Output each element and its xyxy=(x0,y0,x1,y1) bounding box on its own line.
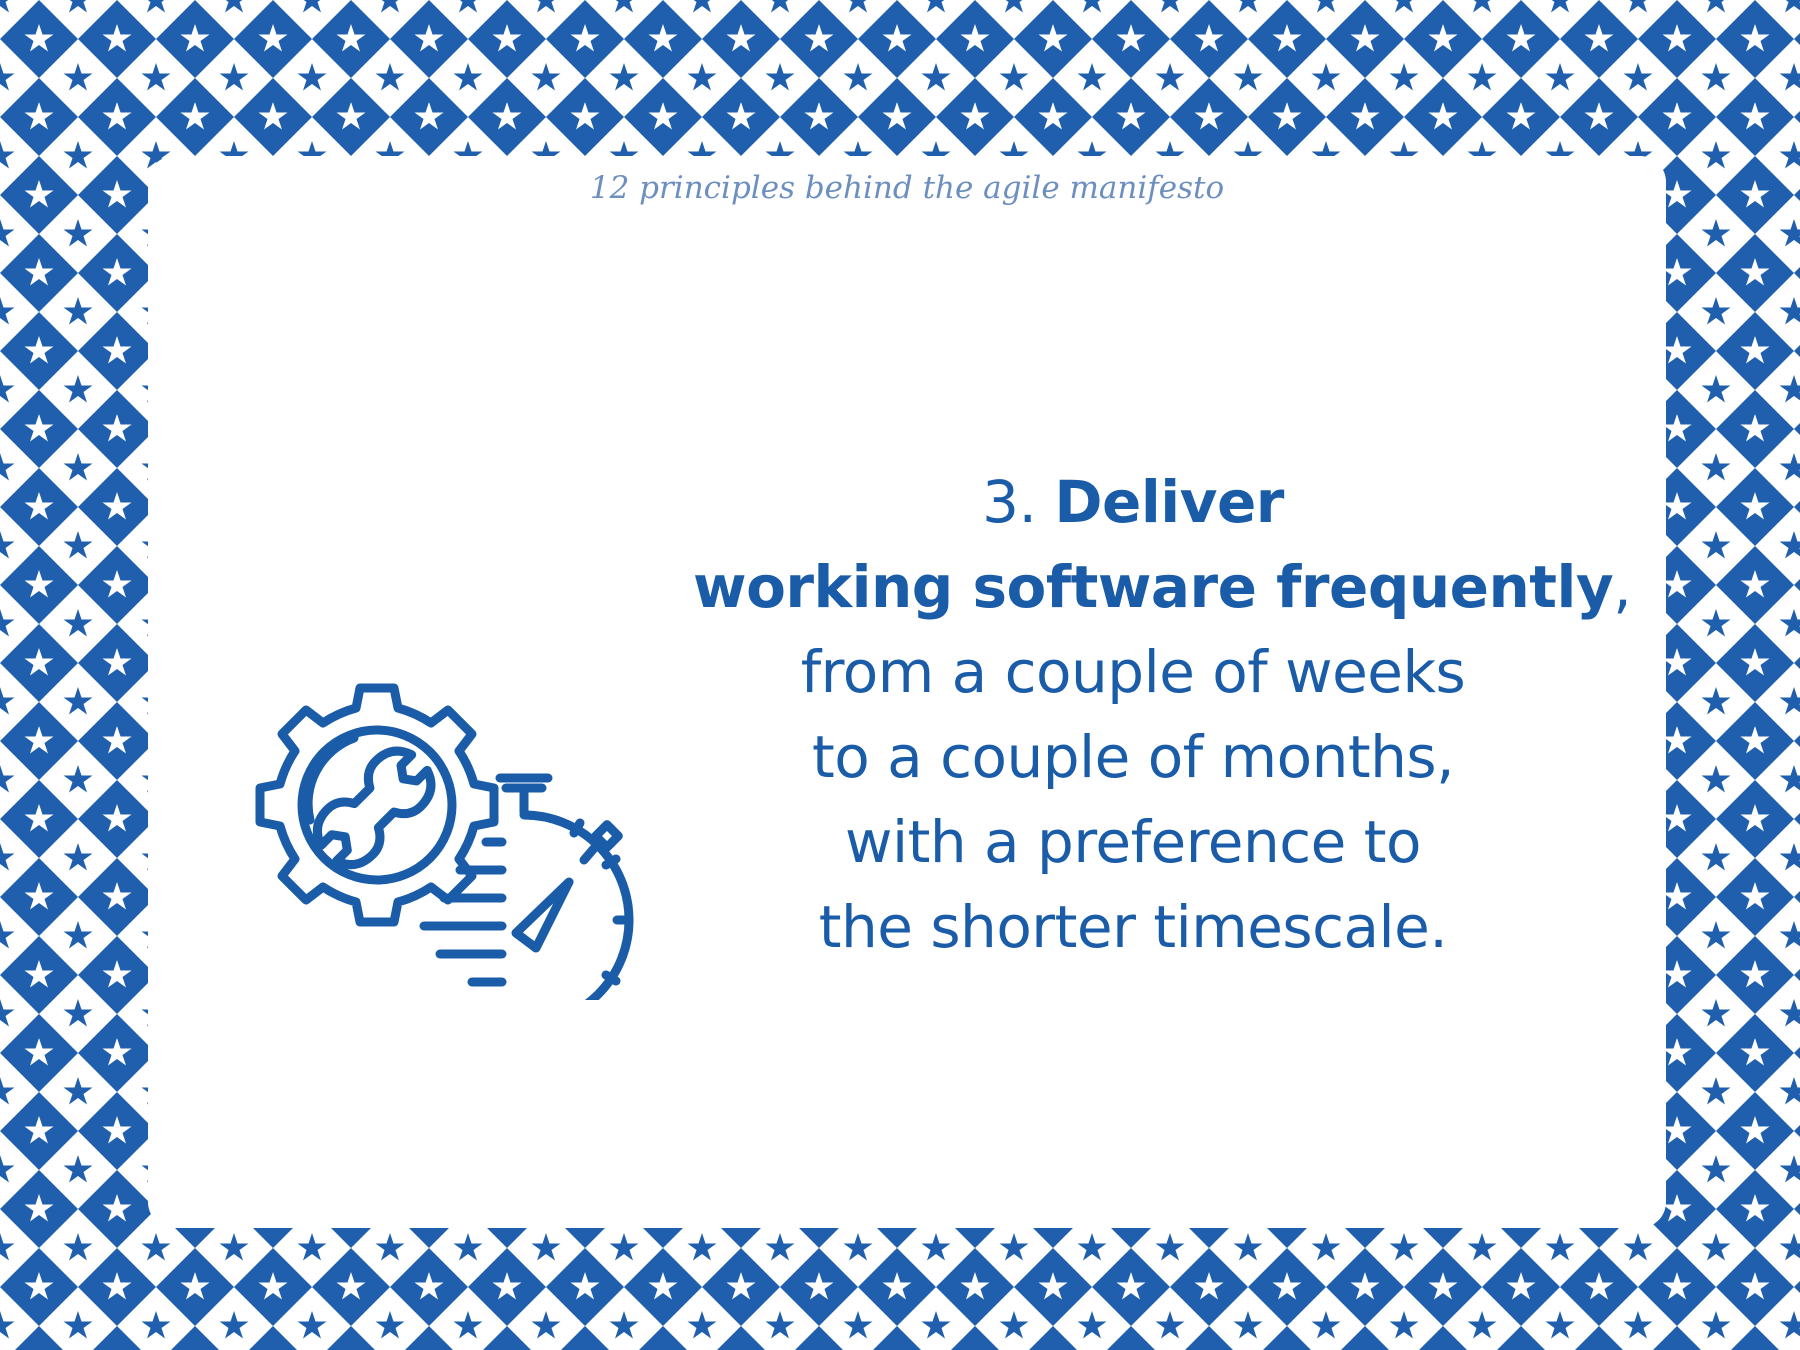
principle-line: with a preference to xyxy=(845,808,1421,876)
speed-lines-icon xyxy=(419,837,507,987)
page-subtitle: 12 principles behind the agile manifesto xyxy=(589,170,1225,206)
principle-headline-word: Deliver xyxy=(1054,468,1284,536)
principle-line: to a couple of months, xyxy=(811,723,1455,791)
principle-comma: , xyxy=(1613,553,1632,621)
stopwatch-icon xyxy=(495,773,634,1000)
wrench-icon xyxy=(312,746,436,870)
principle-headline-rest: working software frequently, xyxy=(693,545,1632,630)
principle-text: 3. Deliver working software frequently, … xyxy=(693,460,1632,970)
principle-line: from a couple of weeks xyxy=(800,638,1466,706)
gear-icon xyxy=(255,683,499,927)
delivery-illustration xyxy=(255,683,634,1000)
principle-number: 3. xyxy=(982,468,1037,536)
principle-headline: 3. Deliver xyxy=(693,460,1573,545)
principle-headline-bold: working software frequently xyxy=(693,553,1614,621)
principle-line: the shorter timescale. xyxy=(818,893,1448,961)
principle-card: 12 principles behind the agile manifesto xyxy=(148,156,1666,1228)
